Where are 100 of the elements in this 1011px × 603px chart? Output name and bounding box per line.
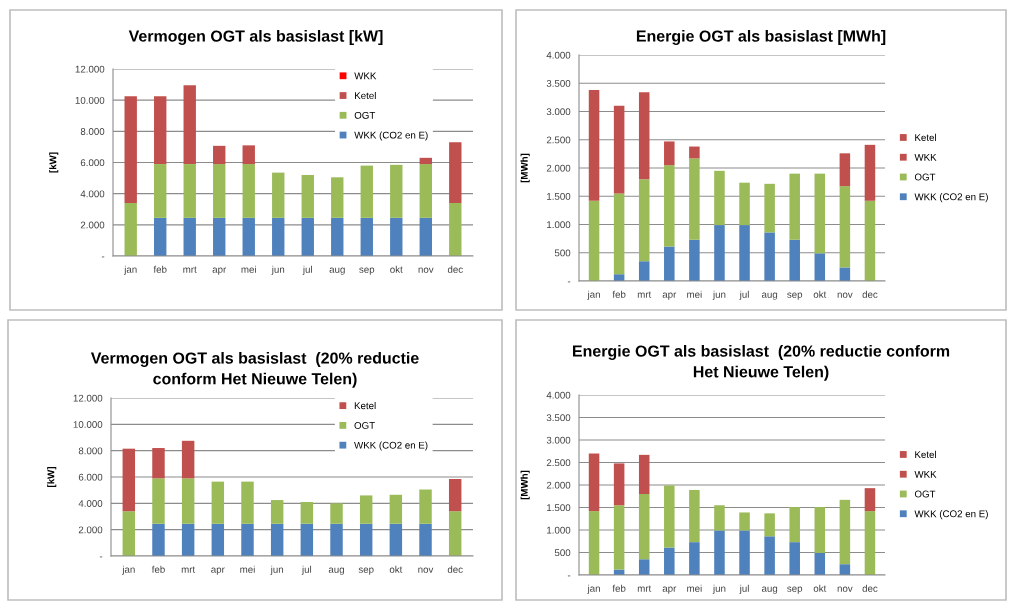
bar [789, 173, 800, 240]
bar [390, 217, 403, 256]
y-tick-label: 4.000 [546, 51, 571, 59]
x-tick-label: okt [390, 265, 403, 273]
bar [331, 217, 344, 256]
bar [301, 174, 314, 218]
legend-label: OGT [354, 111, 376, 119]
x-tick-label: jan [122, 565, 135, 575]
bar [613, 193, 625, 275]
legend-label: OGT [914, 490, 936, 498]
bar [419, 164, 432, 218]
bar [689, 158, 700, 240]
bar [739, 530, 750, 575]
bar [839, 186, 851, 268]
legend-label: WKK [354, 72, 377, 80]
x-tick-label: mrt [637, 291, 652, 298]
x-tick-label: mrt [183, 266, 197, 273]
bar [764, 536, 775, 575]
x-tick-label: nov [418, 567, 434, 573]
y-tick-label: 1.000 [547, 221, 571, 229]
bar [638, 559, 650, 575]
x-tick-label: feb [153, 265, 167, 273]
y-axis-title: [MWh] [520, 470, 530, 500]
y-axis-title: [kW] [47, 467, 57, 487]
x-tick-label: apr [662, 586, 677, 594]
x-tick-label: jul [301, 565, 312, 575]
bar [181, 440, 195, 479]
bar [814, 507, 826, 553]
bar [613, 105, 625, 194]
x-tick-label: jun [712, 290, 726, 300]
bar [664, 485, 675, 548]
bar [241, 523, 254, 556]
bar [211, 523, 225, 556]
bar [714, 530, 725, 575]
y-tick-label: 4.000 [80, 190, 105, 198]
bar [814, 173, 826, 254]
y-tick-label: - [567, 281, 571, 283]
bar [764, 183, 775, 233]
y-tick-label: 12.000 [75, 65, 105, 73]
bar [330, 523, 343, 556]
legend-label: OGT [914, 173, 936, 181]
x-tick-label: mei [687, 290, 702, 298]
bar [638, 454, 650, 494]
bar [864, 200, 876, 281]
x-tick-label: mrt [637, 585, 652, 592]
x-tick-label: feb [151, 565, 165, 573]
x-tick-label: aug [329, 267, 345, 275]
x-tick-label: nov [837, 586, 853, 592]
bar [638, 261, 650, 281]
y-axis-title: [MWh] [520, 153, 530, 183]
x-tick-label: sep [359, 267, 375, 275]
bar [152, 478, 165, 524]
y-tick-label: 3.000 [546, 108, 571, 116]
x-tick-label: jan [587, 584, 600, 594]
x-tick-label: jan [587, 290, 600, 300]
bar [360, 165, 373, 218]
y-tick-label: 500 [554, 249, 571, 257]
y-tick-label: 12.000 [73, 394, 103, 402]
x-tick-label: dec [447, 565, 463, 573]
bar [664, 141, 675, 166]
chart-title: Energie OGT als basislast [MWh] [636, 30, 886, 45]
bar [864, 144, 876, 201]
bar [689, 239, 700, 281]
y-tick-label: 10.000 [73, 421, 103, 428]
x-tick-label: mei [687, 584, 702, 592]
bar [211, 481, 225, 524]
bar [183, 164, 196, 218]
y-tick-label: 3.500 [546, 79, 571, 87]
x-tick-label: aug [761, 586, 778, 594]
y-tick-label: 1.500 [547, 192, 571, 200]
bar [389, 494, 403, 524]
x-tick-label: okt [813, 584, 827, 592]
bar [714, 225, 725, 281]
bar [360, 217, 373, 256]
bar [739, 225, 750, 281]
x-tick-label: apr [211, 567, 225, 575]
bar [183, 217, 196, 256]
bar [789, 542, 800, 575]
bar [689, 489, 700, 543]
bar [241, 481, 254, 524]
bar [448, 511, 462, 556]
bar [122, 511, 136, 556]
y-tick-label: 4.000 [546, 391, 571, 399]
bar [638, 494, 650, 560]
legend-label: OGT [354, 422, 375, 429]
bar [213, 217, 226, 256]
bar [419, 157, 432, 165]
y-tick-label: 8.000 [80, 128, 105, 135]
bar [664, 547, 675, 575]
x-tick-label: mei [240, 565, 255, 573]
y-tick-label: 6.000 [80, 159, 105, 167]
x-tick-label: mrt [181, 566, 196, 573]
y-tick-label: 2.000 [80, 221, 105, 229]
y-tick-label: - [567, 575, 571, 577]
y-tick-label: 8.000 [78, 447, 103, 455]
bar [301, 217, 314, 256]
y-tick-label: 500 [554, 549, 571, 557]
y-tick-label: 2.000 [78, 526, 103, 534]
bar [839, 153, 851, 187]
bar [213, 145, 226, 165]
